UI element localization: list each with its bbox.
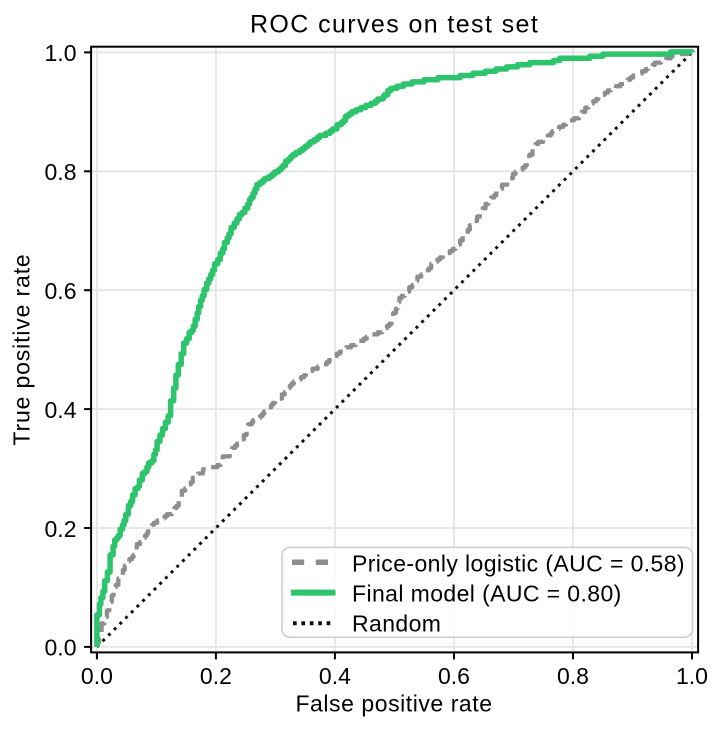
svg-text:0.4: 0.4 — [45, 397, 77, 423]
svg-text:0.0: 0.0 — [45, 635, 77, 661]
svg-text:0.8: 0.8 — [557, 663, 589, 689]
svg-text:False positive rate: False positive rate — [295, 691, 492, 717]
svg-text:0.6: 0.6 — [45, 278, 77, 304]
svg-text:0.2: 0.2 — [200, 663, 232, 689]
svg-text:ROC curves on test set: ROC curves on test set — [250, 11, 539, 39]
svg-text:0.0: 0.0 — [81, 663, 113, 689]
svg-text:0.6: 0.6 — [438, 663, 470, 689]
svg-text:True positive rate: True positive rate — [9, 253, 35, 445]
svg-text:0.2: 0.2 — [45, 516, 77, 542]
svg-text:Final model (AUC = 0.80): Final model (AUC = 0.80) — [352, 581, 622, 607]
svg-text:0.4: 0.4 — [319, 663, 351, 689]
svg-text:1.0: 1.0 — [45, 40, 77, 66]
svg-text:Random: Random — [352, 610, 441, 636]
svg-text:1.0: 1.0 — [676, 663, 708, 689]
svg-text:Price-only logistic (AUC = 0.5: Price-only logistic (AUC = 0.58) — [352, 550, 685, 576]
svg-text:0.8: 0.8 — [45, 159, 77, 185]
